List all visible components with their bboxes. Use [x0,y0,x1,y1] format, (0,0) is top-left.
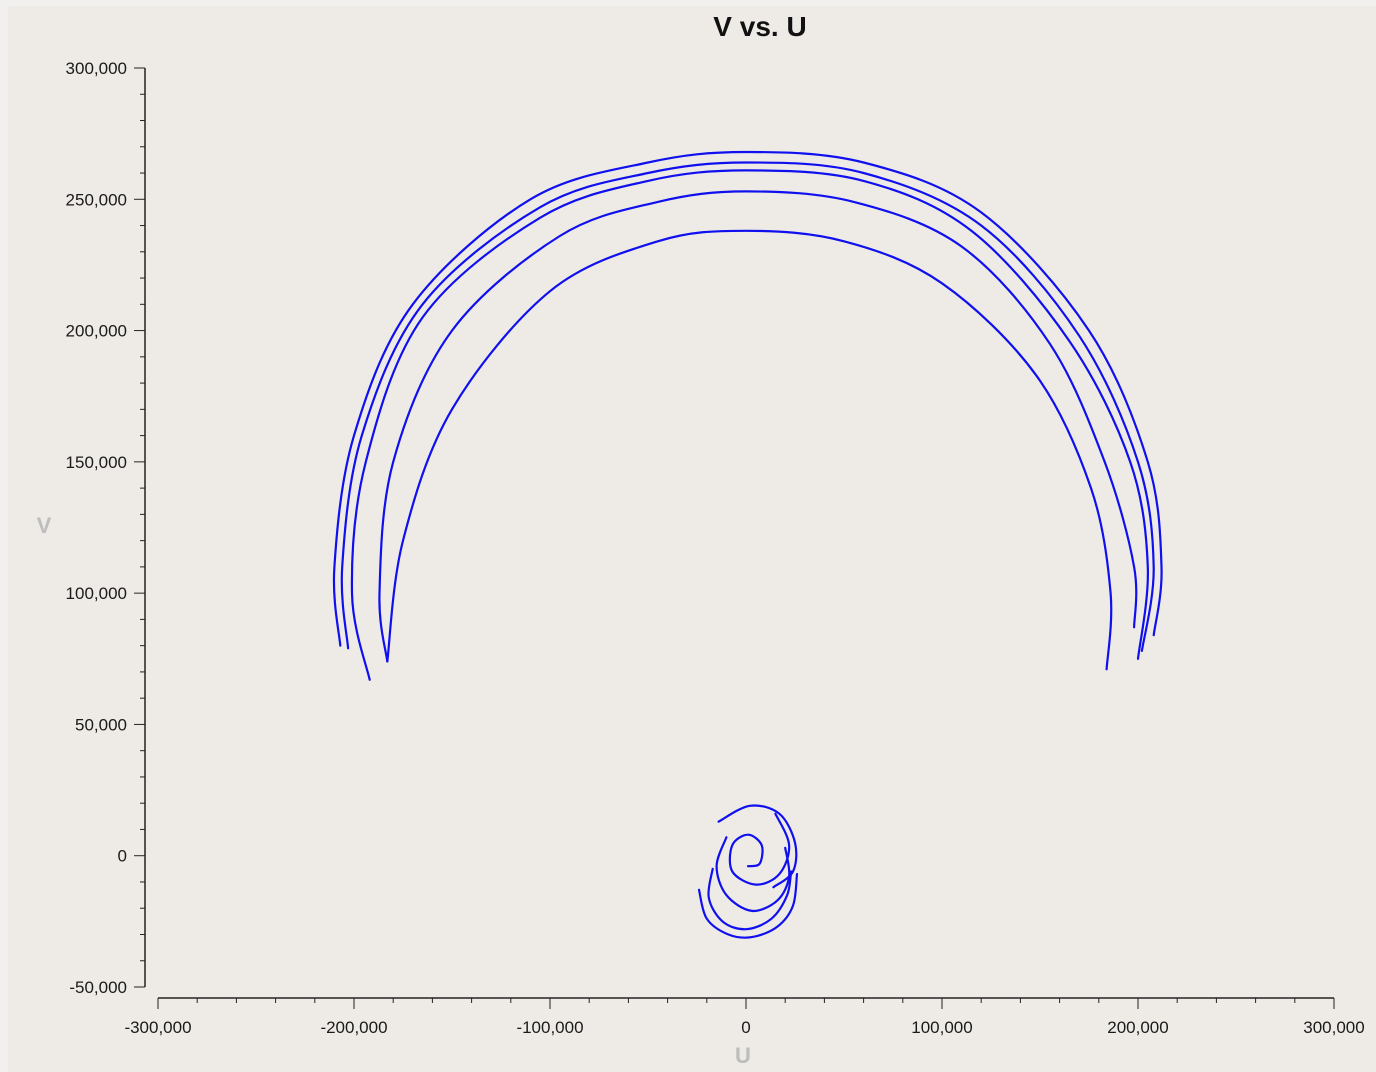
uv-track-5 [386,229,1113,671]
x-tick-label: 300,000 [1303,1018,1364,1037]
y-tick-label: -50,000 [69,978,127,997]
x-tick-label: 100,000 [911,1018,972,1037]
x-tick-label: -300,000 [124,1018,191,1037]
y-tick-label: 50,000 [75,715,127,734]
uv-track-3 [350,169,1149,681]
y-axis: -50,000 0 50,000 100,000 150,000 200,000 250,0… [66,59,146,997]
y-tick-label: 0 [118,847,127,866]
y-axis-label: V [37,513,52,538]
y-tick-label: 250,000 [66,190,127,209]
uv-track-9 [707,867,793,931]
x-tick-label: 0 [741,1018,750,1037]
y-tick-label: 100,000 [66,584,127,603]
uv-track-8 [715,836,791,913]
plot-frame [8,6,1376,1072]
x-tick-label: 200,000 [1107,1018,1168,1037]
y-tick-label: 200,000 [66,322,127,341]
x-axis: -300,000 -200,000 -100,000 0 100,000 200,000 3… [124,997,1365,1037]
chart-title: V vs. U [713,11,806,42]
series-layer [332,150,1163,939]
uv-track-4 [378,190,1138,663]
uv-track-1 [332,150,1163,647]
uv-track-2 [340,161,1155,652]
y-tick-label: 300,000 [66,59,127,78]
x-axis-label: U [735,1043,751,1068]
uv-track-6 [717,804,798,889]
x-tick-label: -100,000 [516,1018,583,1037]
uv-track-10 [697,873,799,939]
y-tick-label: 150,000 [66,453,127,472]
x-tick-label: -200,000 [320,1018,387,1037]
uv-track-7 [728,812,791,886]
